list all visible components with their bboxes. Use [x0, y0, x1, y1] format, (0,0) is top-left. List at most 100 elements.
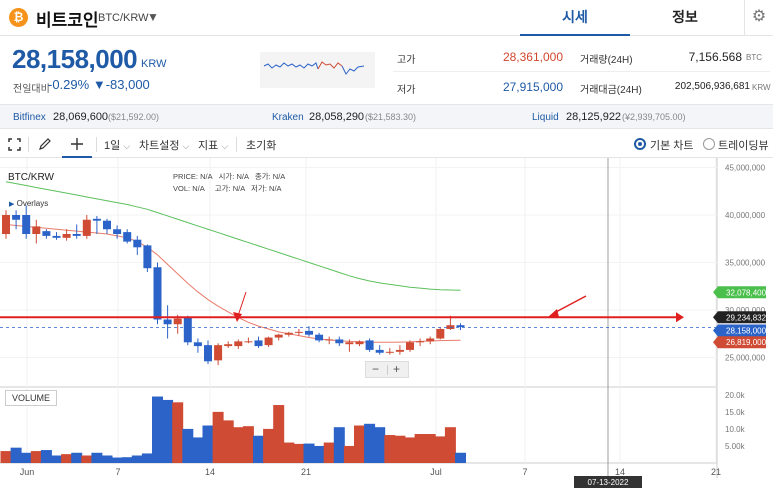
volume-bar [111, 457, 123, 463]
level-arrowhead [676, 312, 684, 323]
volume-bar [323, 442, 335, 463]
candle-body [375, 349, 384, 353]
candle-body [355, 341, 364, 345]
info-value: N/A [272, 172, 286, 181]
toolbar-separator [236, 137, 237, 152]
tradingview-label[interactable]: 트레이딩뷰 [718, 140, 769, 152]
gear-icon[interactable]: ⚙ [744, 0, 773, 36]
ma-red-tag-bg [713, 336, 766, 349]
candle-body [315, 334, 324, 341]
volume-bar [152, 396, 163, 463]
stat-low-value: 27,915,000 [502, 80, 563, 94]
candle-body [32, 226, 41, 234]
current-price: 28,158,000 [12, 44, 138, 74]
exchange-bar: Bitfinex 28,069,600 ($21,592.00) Kraken … [0, 104, 773, 129]
annotation-arrow-right [553, 295, 587, 314]
chart-toolbar: 1일 ⌵ 차트설정 ⌵ 지표 ⌵ 초기화 기본 차트 트레이딩뷰 [0, 131, 773, 158]
price-tag-bg [713, 324, 766, 337]
exchange-name-liquid[interactable]: Liquid [532, 112, 559, 123]
volume-bar [162, 399, 174, 463]
x-tick-label: 14 [205, 467, 215, 477]
basic-chart-radio[interactable] [634, 138, 646, 150]
x-tick-label: 21 [301, 467, 311, 477]
vol-tick-label: 5.00k [725, 442, 746, 451]
candle-body [385, 351, 394, 353]
x-tick-label: 7 [115, 467, 120, 477]
candle-body [92, 218, 101, 221]
volume-label: VOLUME [5, 390, 57, 406]
change-percent: -0.29% [48, 77, 90, 92]
y-tick-label: 45,000,000 [725, 164, 766, 173]
chart-settings-label: 차트설정 [139, 140, 180, 152]
exchange-usd-liquid: (¥2,939,705.00) [622, 112, 686, 122]
volume-bar [20, 452, 32, 463]
volume-bar [283, 442, 295, 463]
y-tick-label: 35,000,000 [725, 259, 766, 268]
volume-bar [444, 427, 456, 463]
price-chart[interactable]: 45,000,000 40,000,000 35,000,000 30,000,000… [0, 158, 773, 488]
level-tag: 29,234,832 [726, 313, 767, 322]
info-label: 종가: [254, 172, 271, 181]
crosshair-tool[interactable] [62, 131, 92, 158]
zoom-in-button[interactable]: + [393, 362, 401, 376]
volume-bar [374, 427, 386, 463]
overlays-toggle[interactable]: ▶ Overlays [9, 199, 48, 208]
pencil-icon[interactable] [38, 137, 52, 151]
candle-body [143, 245, 152, 269]
x-tick-label: 14 [615, 467, 625, 477]
sparkline-chart [260, 52, 375, 88]
vol-tick-label: 20.0k [725, 391, 746, 400]
candle-body [103, 220, 111, 230]
stat-volume-unit: BTC [746, 53, 762, 62]
basic-chart-label[interactable]: 기본 차트 [650, 140, 694, 152]
volume-bar [394, 435, 406, 463]
indicators-button[interactable]: 지표 ⌵ [198, 137, 228, 153]
stat-high-value: 28,361,000 [502, 50, 563, 64]
tradingview-radio[interactable] [703, 138, 715, 150]
volume-bar [182, 428, 194, 463]
coin-name: 비트코인 [36, 11, 99, 30]
date-label: 07-13-2022 [588, 478, 629, 487]
candle-body [274, 334, 283, 338]
tab-price[interactable]: 시세 [520, 0, 630, 36]
sparkline-blue-tail [341, 65, 365, 75]
overlays-label: Overlays [16, 199, 49, 208]
stat-amount-value: 202,506,936,681 [674, 81, 750, 92]
exchange-price-bitfinex: 28,069,600 [53, 111, 109, 123]
candle-body [244, 341, 253, 343]
y-tick-label: 25,000,000 [725, 354, 766, 363]
volume-bar [101, 455, 113, 463]
period-select[interactable]: 1일 ⌵ [104, 137, 130, 153]
volume-bar [10, 447, 22, 463]
candle-body [72, 234, 81, 236]
coin-pair: BTC/KRW [98, 12, 149, 24]
info-label: 저가: [251, 184, 267, 193]
chart-settings-button[interactable]: 차트설정 ⌵ [139, 137, 189, 153]
candle-body [294, 331, 303, 333]
annotation-arrow-left [237, 291, 247, 317]
info-value: N/A [232, 184, 245, 193]
zoom-out-button[interactable]: − [372, 362, 380, 376]
volume-bar [424, 434, 436, 463]
exchange-name-kraken[interactable]: Kraken [272, 112, 304, 123]
volume-bar [263, 428, 275, 463]
candle-body [284, 332, 293, 335]
info-label: 시가: [218, 172, 235, 181]
candle-body [416, 341, 425, 343]
ma-green-line [5, 181, 461, 291]
toolbar-separator [96, 137, 97, 152]
ma-red-tag: 26,819,000 [726, 338, 767, 347]
reset-button[interactable]: 초기화 [246, 140, 277, 152]
info-label: 고가: [214, 184, 231, 193]
tab-info[interactable]: 정보 [672, 9, 698, 25]
exchange-name-bitfinex[interactable]: Bitfinex [13, 112, 46, 123]
candle-body [133, 239, 142, 248]
chevron-down-icon[interactable]: ▼ [147, 10, 159, 24]
volume-bar [434, 436, 446, 463]
exchange-price-liquid: 28,125,922 [566, 111, 622, 123]
volume-bar [121, 457, 133, 463]
crosshair-icon [71, 138, 83, 150]
volume-bar [232, 427, 244, 463]
info-value: N/A [269, 184, 282, 193]
expand-icon[interactable] [8, 138, 21, 151]
